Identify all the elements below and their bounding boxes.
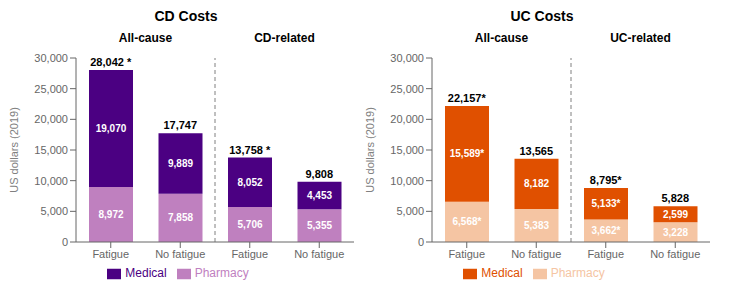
svg-text:5,133*: 5,133* bbox=[592, 198, 621, 209]
svg-text:22,157*: 22,157* bbox=[448, 92, 487, 104]
svg-text:17,747: 17,747 bbox=[163, 119, 197, 131]
svg-text:28,042 *: 28,042 * bbox=[90, 56, 132, 68]
svg-text:25,000: 25,000 bbox=[34, 83, 68, 95]
svg-text:CD-related: CD-related bbox=[254, 31, 315, 45]
html-text:Medical: Medical bbox=[125, 266, 167, 280]
svg-text:25,000: 25,000 bbox=[390, 83, 424, 95]
svg-text:Fatigue: Fatigue bbox=[92, 248, 129, 260]
svg-text:8,182: 8,182 bbox=[524, 178, 549, 189]
svg-text:Fatigue: Fatigue bbox=[587, 248, 624, 260]
svg-text:No fatigue: No fatigue bbox=[650, 248, 700, 260]
svg-text:5,828: 5,828 bbox=[661, 192, 689, 204]
svg-text:19,070: 19,070 bbox=[96, 123, 127, 134]
svg-text:5,355: 5,355 bbox=[307, 220, 332, 231]
svg-text:US dollars (2019): US dollars (2019) bbox=[8, 107, 20, 193]
svg-text:20,000: 20,000 bbox=[390, 113, 424, 125]
html-text:Medical: Medical bbox=[481, 266, 523, 280]
html-text:UC Costs: UC Costs bbox=[510, 8, 574, 24]
svg-text:0: 0 bbox=[418, 236, 424, 248]
svg-text:15,000: 15,000 bbox=[390, 144, 424, 156]
svg-text:20,000: 20,000 bbox=[34, 113, 68, 125]
svg-text:5,000: 5,000 bbox=[40, 205, 68, 217]
svg-text:5,000: 5,000 bbox=[396, 205, 424, 217]
svg-text:Fatigue: Fatigue bbox=[448, 248, 485, 260]
svg-text:30,000: 30,000 bbox=[390, 52, 424, 64]
svg-text:0: 0 bbox=[62, 236, 68, 248]
svg-text:3,662*: 3,662* bbox=[592, 225, 621, 236]
svg-text:13,565: 13,565 bbox=[519, 145, 553, 157]
html-text:Pharmacy: Pharmacy bbox=[194, 266, 249, 280]
svg-text:30,000: 30,000 bbox=[34, 52, 68, 64]
html-text:CD Costs: CD Costs bbox=[154, 8, 218, 24]
svg-text:9,889: 9,889 bbox=[168, 158, 193, 169]
svg-text:9,808: 9,808 bbox=[305, 168, 333, 180]
svg-text:No fatigue: No fatigue bbox=[155, 248, 205, 260]
svg-text:8,795*: 8,795* bbox=[590, 174, 623, 186]
svg-text:10,000: 10,000 bbox=[390, 175, 424, 187]
svg-text:All-cause: All-cause bbox=[475, 31, 529, 45]
svg-text:2,599: 2,599 bbox=[663, 209, 688, 220]
svg-text:US dollars (2019): US dollars (2019) bbox=[364, 107, 376, 193]
svg-text:3,228: 3,228 bbox=[663, 227, 688, 238]
svg-text:15,589*: 15,589* bbox=[450, 148, 485, 159]
svg-text:4,453: 4,453 bbox=[307, 190, 332, 201]
svg-text:8,972: 8,972 bbox=[98, 209, 123, 220]
svg-text:7,858: 7,858 bbox=[168, 212, 193, 223]
svg-text:Fatigue: Fatigue bbox=[231, 248, 268, 260]
html-text:Pharmacy: Pharmacy bbox=[550, 266, 605, 280]
svg-text:UC-related: UC-related bbox=[610, 31, 671, 45]
svg-text:No fatigue: No fatigue bbox=[294, 248, 344, 260]
svg-text:10,000: 10,000 bbox=[34, 175, 68, 187]
svg-text:8,052: 8,052 bbox=[237, 177, 262, 188]
svg-text:6,568*: 6,568* bbox=[453, 216, 482, 227]
svg-text:13,758 *: 13,758 * bbox=[229, 144, 271, 156]
svg-text:15,000: 15,000 bbox=[34, 144, 68, 156]
svg-text:5,706: 5,706 bbox=[237, 219, 262, 230]
svg-text:No fatigue: No fatigue bbox=[511, 248, 561, 260]
svg-text:5,383: 5,383 bbox=[524, 220, 549, 231]
svg-text:All-cause: All-cause bbox=[119, 31, 173, 45]
